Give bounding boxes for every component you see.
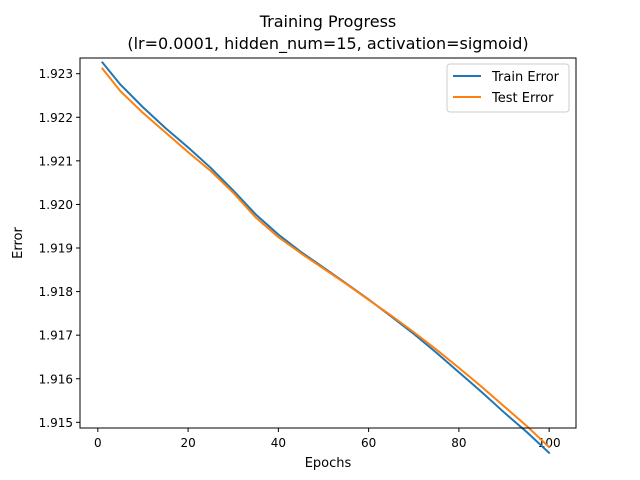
y-tick-label: 1.915 <box>39 416 73 430</box>
x-tick-label: 40 <box>271 436 286 450</box>
legend-label-train-error: Train Error <box>491 70 560 85</box>
y-tick-label: 1.918 <box>39 285 73 299</box>
legend: Train Error Test Error <box>446 63 570 113</box>
y-tick-label: 1.916 <box>39 372 73 386</box>
x-tick-label: 0 <box>94 436 102 450</box>
series-line-test-error <box>101 67 551 449</box>
y-tick-label: 1.917 <box>39 329 73 343</box>
x-tick-label: 20 <box>180 436 195 450</box>
y-tick-label: 1.923 <box>39 67 73 81</box>
x-axis-label: Epochs <box>305 456 352 471</box>
x-tick-label: 60 <box>361 436 376 450</box>
legend-label-test-error: Test Error <box>491 91 554 106</box>
y-tick-label: 1.922 <box>39 111 73 125</box>
plot-lines <box>101 61 551 454</box>
axis-ticks: 0 20 40 60 80 1001.9151.9161.9171.9181.9191.9… <box>39 67 561 450</box>
chart-subtitle: (lr=0.0001, hidden_num=15, activation=si… <box>127 34 528 54</box>
y-tick-label: 1.919 <box>39 242 73 256</box>
plot-area-frame <box>79 57 577 429</box>
chart-title: Training Progress <box>259 12 397 31</box>
y-tick-label: 1.921 <box>39 154 73 168</box>
y-axis-label: Error <box>11 227 26 259</box>
x-tick-label: 80 <box>451 436 466 450</box>
y-tick-label: 1.920 <box>39 198 73 212</box>
